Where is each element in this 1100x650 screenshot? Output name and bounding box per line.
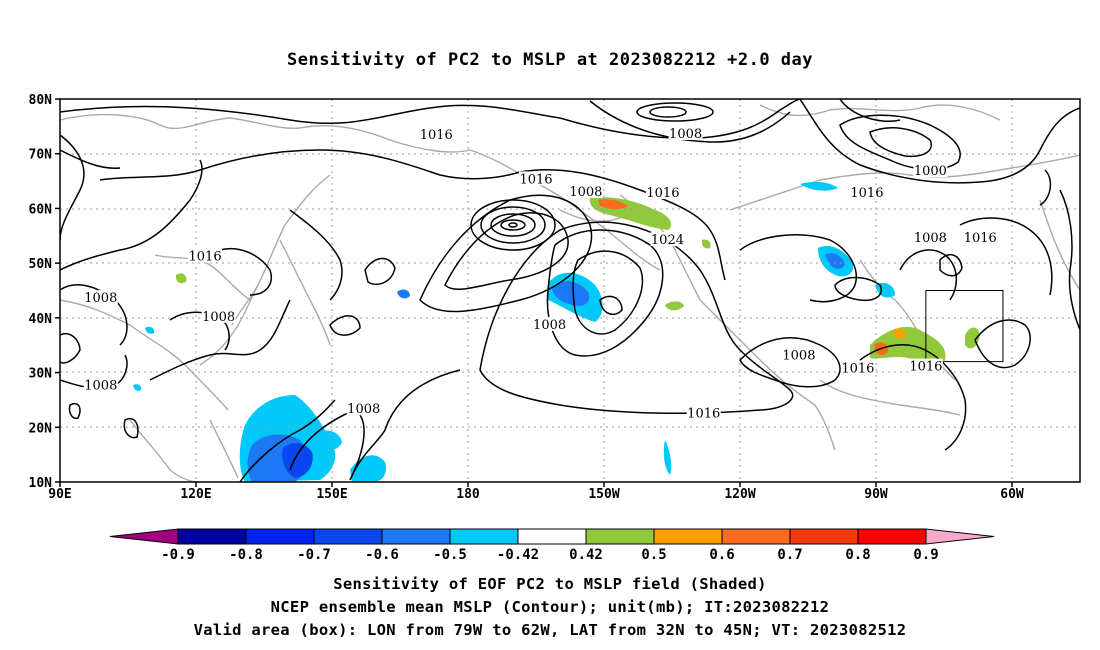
contour-label-bg — [83, 290, 118, 305]
colorbar-segment — [381, 528, 451, 545]
contour-label: 1016 — [189, 250, 222, 265]
lon-tick-label: 120W — [724, 487, 755, 502]
contour-label-bg — [645, 185, 680, 200]
contour-label: 1016 — [519, 172, 552, 187]
latitude-axis: 80N 70N 60N 50N 40N 30N 20N 10N — [29, 93, 60, 491]
colorbar-label: -0.6 — [365, 547, 399, 563]
map-title: Sensitivity of PC2 to MSLP at 2023082212… — [286, 50, 813, 70]
contour-label: 1024 — [651, 233, 684, 248]
contour-label: 1008 — [914, 231, 947, 246]
contour-labels: 1016 1008 1000 1016 1008 1016 1016 1016 1024 1008… — [83, 126, 998, 422]
contour-label-bg — [668, 126, 703, 141]
colorbar-label: 0.42 — [569, 547, 603, 563]
plot-frame — [59, 98, 1081, 483]
contour-label: 1016 — [687, 407, 720, 422]
colorbar-label: 0.6 — [709, 547, 734, 563]
colorbar-label: -0.8 — [229, 547, 263, 563]
lon-tick-label: 180 — [456, 487, 480, 502]
contour-label: 1008 — [782, 349, 815, 364]
caption-line-2: NCEP ensemble mean MSLP (Contour); unit(… — [270, 598, 830, 616]
lat-tick-label: 80N — [29, 93, 53, 108]
contour-label-bg — [346, 401, 381, 416]
colorbar-segment — [653, 528, 723, 545]
contour-label: 1000 — [914, 164, 947, 179]
colorbar-segment — [313, 528, 383, 545]
lat-tick-label: 10N — [29, 476, 53, 491]
colorbar-label: 0.8 — [845, 547, 870, 563]
contour-label: 1008 — [347, 402, 380, 417]
colorbar-segment — [177, 528, 247, 545]
contour-label: 1016 — [964, 231, 997, 246]
contour-label: 1008 — [84, 379, 117, 394]
contour-label-bg — [419, 127, 454, 142]
colorbar-label: -0.42 — [497, 547, 539, 563]
contour-label: 1016 — [420, 128, 453, 143]
shaded-sensitivity — [133, 181, 980, 482]
colorbar-segment — [449, 528, 519, 545]
lon-tick-label: 120E — [180, 487, 211, 502]
valid-area-box — [925, 290, 1004, 363]
lon-tick-label: 150E — [316, 487, 347, 502]
colorbar-label: -0.9 — [161, 547, 195, 563]
contour-label-bg — [83, 377, 118, 392]
colorbar-label: 0.9 — [913, 547, 938, 563]
caption-line-3: Valid area (box): LON from 79W to 62W, L… — [193, 621, 907, 639]
colorbar-segment — [585, 528, 655, 545]
contour-label: 1008 — [202, 310, 235, 325]
colorbar-label: -0.5 — [433, 547, 467, 563]
lat-tick-label: 20N — [29, 421, 53, 436]
colorbar-segment — [721, 528, 791, 545]
colorbar-segment — [245, 528, 315, 545]
plot-area: 1016 1008 1000 1016 1008 1016 1016 1016 1024 1008… — [60, 99, 1080, 482]
lat-tick-label: 40N — [29, 312, 53, 327]
longitude-axis: 90E 120E 150E 180 150W 120W 90W 60W — [48, 482, 1024, 502]
contour-label-bg — [519, 171, 553, 186]
contour-label: 1008 — [569, 185, 602, 200]
caption-line-1: Sensitivity of EOF PC2 to MSLP field (Sh… — [333, 575, 767, 593]
colorbar-label: 0.5 — [641, 547, 666, 563]
contour-label-bg — [568, 184, 603, 199]
lon-tick-label: 60W — [1000, 487, 1024, 502]
contour-label-bg — [532, 316, 567, 331]
lat-tick-label: 70N — [29, 148, 53, 163]
colorbar-segment — [789, 528, 859, 545]
contour-label-bg — [849, 185, 884, 200]
colorbar-segment — [857, 528, 927, 545]
contour-label: 1016 — [850, 186, 883, 201]
lat-tick-label: 30N — [29, 367, 53, 382]
lon-tick-label: 150W — [588, 487, 619, 502]
contour-label: 1008 — [84, 291, 117, 306]
lat-tick-label: 60N — [29, 202, 53, 217]
colorbar: -0.9 -0.8 -0.7 -0.6 -0.5 -0.42 0.42 0.5 0.6 0.7 0.… — [109, 528, 995, 563]
contour-label-bg — [963, 229, 998, 244]
contour-label-bg — [650, 232, 685, 247]
contour-label: 1016 — [841, 362, 874, 377]
lon-tick-label: 90W — [864, 487, 888, 502]
contour-label: 1016 — [646, 186, 679, 201]
mslp-contours — [60, 99, 1080, 482]
contour-label-bg — [908, 358, 943, 373]
colorbar-label: 0.7 — [777, 547, 802, 563]
contour-label-bg — [913, 163, 948, 178]
colorbar-label: -0.7 — [297, 547, 331, 563]
contour-label-bg — [781, 347, 816, 362]
lat-tick-label: 50N — [29, 257, 53, 272]
contour-label-bg — [188, 248, 223, 263]
contour-label-bg — [840, 360, 875, 375]
colorbar-left-arrow — [109, 528, 179, 545]
colorbar-segment — [517, 528, 587, 545]
contour-label-bg — [201, 308, 236, 323]
contour-label-bg — [913, 229, 948, 244]
lon-tick-label: 90E — [48, 487, 71, 502]
contour-label: 1008 — [669, 127, 702, 142]
contour-label: 1008 — [533, 318, 566, 333]
colorbar-right-arrow — [925, 528, 995, 545]
contour-label-bg — [686, 405, 721, 420]
contour-label: 1016 — [909, 360, 942, 375]
